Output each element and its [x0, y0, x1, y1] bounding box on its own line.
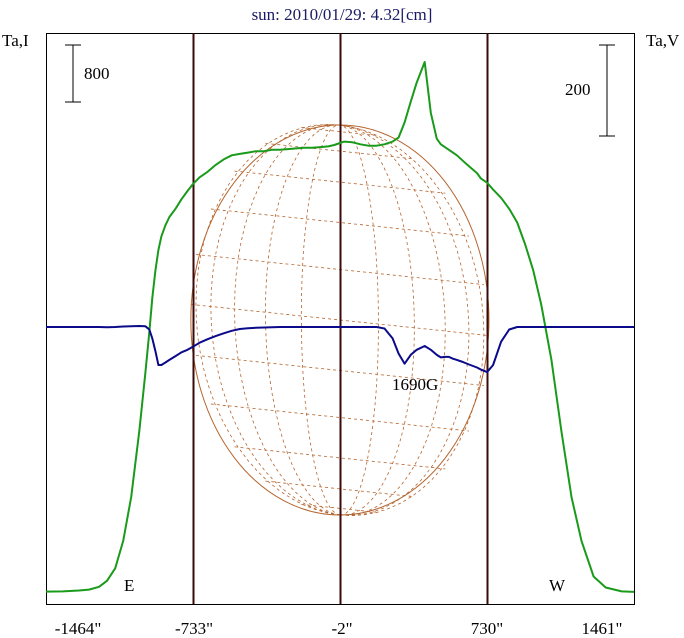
right-scale-bar: 200 [565, 44, 615, 137]
annotation-label: 1690G [392, 375, 438, 394]
right-axis-label: Ta,V [646, 31, 680, 50]
x-tick-label: -733" [175, 619, 213, 638]
chart-title: sun: 2010/01/29: 4.32[cm] [252, 5, 433, 24]
series-polarization-line [46, 325, 634, 374]
x-tick-label: 730" [471, 619, 503, 638]
x-tick-label: -2" [331, 619, 352, 638]
longitude-line [339, 124, 446, 516]
x-axis-ticks: -1464" -733" -2" 730" 1461" [55, 619, 623, 638]
left-axis-label: Ta,I [2, 31, 29, 50]
series-intensity-line [45, 61, 635, 593]
longitude-line [339, 124, 415, 516]
left-scale-label: 800 [84, 64, 110, 83]
x-tick-label: -1464" [55, 619, 102, 638]
longitude-line [234, 124, 340, 516]
latitude-line [234, 170, 446, 194]
x-tick-label: 1461" [582, 619, 623, 638]
longitude-line [339, 124, 485, 517]
longitude-line [300, 124, 341, 516]
limb-markers [192, 33, 489, 604]
longitude-line [210, 124, 340, 516]
right-scale-label: 200 [565, 80, 591, 99]
left-scale-bar: 800 [65, 44, 110, 103]
series-group [45, 61, 635, 593]
longitude-line [195, 123, 340, 516]
west-limb-label: W [549, 576, 566, 595]
longitude-line [264, 124, 340, 516]
longitude-line [339, 124, 470, 516]
longitude-line [339, 124, 379, 516]
east-limb-label: E [124, 576, 134, 595]
